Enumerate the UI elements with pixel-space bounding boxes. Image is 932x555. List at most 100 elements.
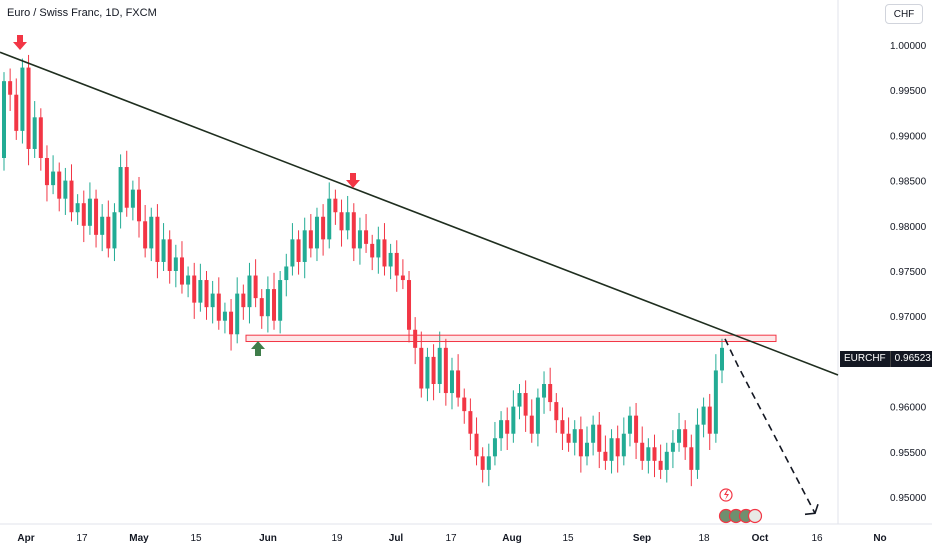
candle-body [155, 216, 160, 262]
candle-body [94, 198, 99, 235]
time-tick-label: 16 [811, 533, 823, 544]
time-tick-label: 18 [698, 533, 710, 544]
candle-body [247, 275, 252, 308]
annotations [0, 35, 839, 524]
candle-body [652, 447, 657, 461]
candle-body [327, 198, 332, 240]
last-price-value: 0.96523 [889, 351, 932, 367]
projection-arrowhead [804, 504, 819, 516]
time-tick-label: 17 [445, 533, 457, 544]
currency-button[interactable]: CHF [885, 4, 923, 24]
candle-body [640, 442, 645, 461]
candle-body [554, 402, 559, 421]
candle-body [75, 203, 80, 213]
time-tick-label: 17 [76, 533, 88, 544]
candle-body [462, 397, 467, 412]
candle-body [81, 203, 86, 226]
time-tick-label: 15 [190, 533, 202, 544]
candle-body [615, 438, 620, 457]
candle-body [51, 171, 56, 186]
candle-body [241, 293, 246, 308]
candle-body [480, 456, 485, 470]
candle-body [394, 252, 399, 276]
candle-body [161, 239, 166, 262]
candle-body [707, 406, 712, 434]
candle-body [627, 415, 632, 434]
price-tick-label: 0.96000 [890, 403, 927, 414]
candle-body [137, 189, 142, 222]
candle-body [345, 212, 350, 231]
candle-body [229, 311, 234, 335]
candle-body [339, 212, 344, 231]
candle-body [542, 384, 547, 398]
candle-body [499, 420, 504, 439]
candle-body [413, 329, 418, 348]
lightning-glyph [724, 490, 729, 500]
down-arrow-icon [13, 35, 27, 50]
candle-body [192, 275, 197, 303]
price-tick-label: 0.98000 [890, 222, 927, 233]
candle-body [388, 252, 393, 267]
price-tick-label: 0.99000 [890, 131, 927, 142]
candle-body [284, 266, 289, 281]
candle-body [32, 117, 37, 149]
price-tick-label: 0.99500 [890, 86, 927, 97]
candle-body [572, 429, 577, 443]
candle-body [701, 406, 706, 425]
time-tick-label: No [873, 533, 886, 544]
candle-body [87, 198, 92, 226]
candle-body [449, 370, 454, 394]
candle-body [584, 442, 589, 457]
candle-body [683, 429, 688, 448]
candle-body [106, 216, 111, 249]
candle-body [173, 257, 178, 271]
candle-body [204, 280, 209, 308]
projection-path [724, 338, 816, 514]
price-tick-label: 0.98500 [890, 177, 927, 188]
candle-body [272, 289, 277, 321]
candle-body [486, 456, 491, 470]
candle-body [695, 424, 700, 470]
candle-body [100, 216, 105, 235]
candle-body [370, 243, 375, 258]
chart-title: Euro / Swiss Franc, 1D, FXCM [7, 7, 157, 19]
candle-body [677, 429, 682, 443]
candle-body [124, 167, 129, 208]
time-tick-label: Sep [633, 533, 651, 544]
candle-body [259, 298, 264, 317]
candle-body [186, 275, 191, 285]
candle-body [118, 167, 123, 213]
candle-body [474, 433, 479, 457]
candle-body [535, 397, 540, 434]
candle-body [210, 293, 215, 308]
candle-body [400, 275, 405, 281]
candle-body [468, 411, 473, 434]
candle-body [44, 158, 49, 186]
candle-body [321, 216, 326, 240]
candle-body [253, 275, 258, 299]
candle-body [419, 347, 424, 389]
candle-body [548, 384, 553, 403]
candle-body [511, 406, 516, 434]
candle-body [670, 442, 675, 452]
time-tick-label: Oct [752, 533, 769, 544]
down-arrow-icon [346, 173, 360, 188]
time-tick-label: May [129, 533, 149, 544]
price-tick-label: 0.95000 [890, 493, 927, 504]
candle-body [308, 230, 313, 249]
candle-body [689, 447, 694, 470]
candle-body [69, 180, 74, 213]
candle-body [505, 420, 510, 434]
candle-body [302, 230, 307, 262]
candle-body [720, 347, 724, 371]
candle-body [713, 370, 718, 434]
candle-body [26, 67, 31, 149]
candle-body [179, 257, 184, 285]
candle-body [333, 198, 338, 213]
candle-body [8, 81, 13, 95]
candle-body [425, 356, 430, 389]
candle-body [296, 239, 301, 262]
